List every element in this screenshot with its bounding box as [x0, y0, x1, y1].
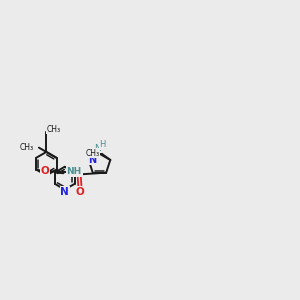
- Text: O: O: [41, 166, 50, 176]
- Text: N: N: [94, 144, 101, 153]
- Text: H: H: [99, 140, 106, 149]
- Text: CH₃: CH₃: [46, 125, 61, 134]
- Text: N: N: [88, 154, 96, 165]
- Text: N: N: [60, 187, 69, 196]
- Text: NH: NH: [67, 167, 82, 176]
- Text: CH₃: CH₃: [20, 143, 34, 152]
- Text: CH₃: CH₃: [85, 149, 99, 158]
- Text: O: O: [76, 187, 84, 196]
